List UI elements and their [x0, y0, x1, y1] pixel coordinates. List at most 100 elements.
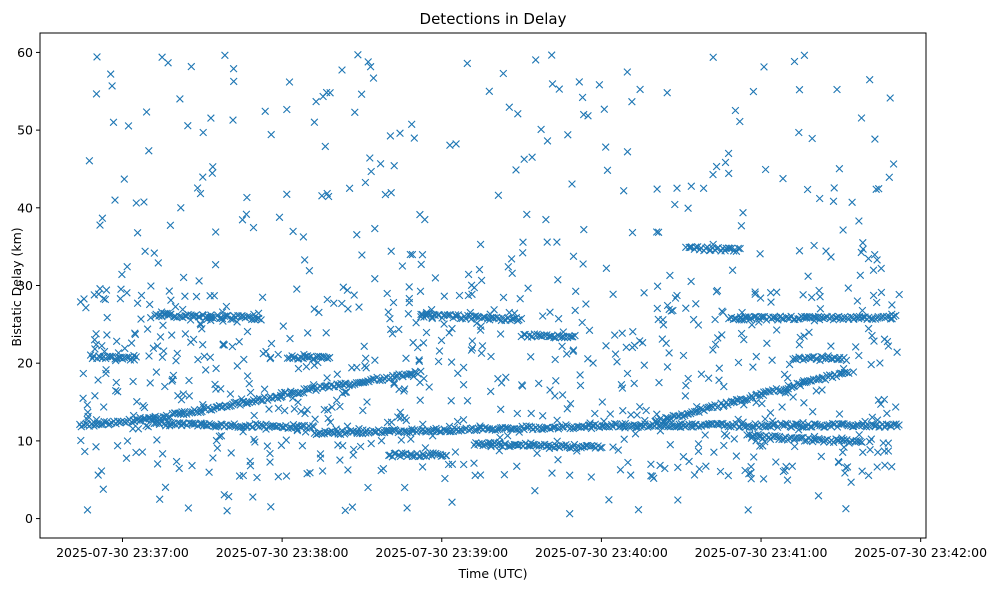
data-point-clutter — [267, 339, 276, 348]
data-point-clutter — [320, 405, 329, 414]
data-point-clutter — [640, 361, 649, 369]
data-point-clutter — [582, 300, 590, 308]
data-point-clutter — [383, 289, 391, 298]
data-point-clutter — [222, 302, 231, 311]
data-point-clutter — [137, 315, 145, 323]
data-point-clutter — [779, 467, 788, 476]
data-point-clutter — [734, 415, 742, 424]
data-point-clutter — [697, 370, 706, 378]
data-point-band-10-mid — [598, 443, 606, 452]
data-point-clutter — [319, 92, 327, 101]
data-point-clutter — [459, 363, 468, 372]
data-point-rising-track-3 — [823, 371, 831, 380]
data-point-clutter — [108, 82, 116, 90]
data-point-track-b — [165, 421, 174, 430]
data-point-track-d — [855, 421, 863, 430]
data-point-band-10-late — [829, 438, 838, 447]
data-point-clutter — [790, 57, 799, 66]
data-point-clutter — [713, 334, 722, 342]
data-point-clutter — [243, 399, 251, 408]
data-point-clutter — [622, 343, 631, 352]
data-point-clutter — [767, 298, 775, 306]
data-point-track-d — [724, 422, 733, 431]
data-point-clutter — [157, 308, 166, 316]
data-point-track-c — [610, 419, 619, 428]
data-point-clutter — [297, 407, 305, 416]
data-point-clutter — [111, 356, 120, 365]
data-point-clutter — [404, 310, 413, 318]
data-point-clutter — [485, 87, 494, 96]
data-point-clutter — [451, 448, 460, 456]
data-point-clutter — [387, 247, 395, 255]
data-point-clutter — [149, 344, 158, 352]
data-point-clutter — [768, 356, 776, 364]
data-point-clutter — [459, 460, 468, 469]
data-point-clutter — [181, 330, 190, 338]
data-point-clutter — [306, 468, 314, 477]
data-point-clutter — [293, 426, 302, 435]
data-point-clutter — [609, 290, 617, 299]
data-point-clutter — [857, 114, 866, 122]
data-point-clutter — [209, 163, 217, 171]
data-point-track-d — [717, 419, 725, 428]
data-point-clutter — [422, 308, 431, 317]
data-point-clutter — [565, 471, 574, 479]
data-point-clutter — [211, 380, 219, 389]
data-point-clutter — [283, 105, 291, 114]
data-point-clutter — [635, 337, 644, 345]
data-point-clutter — [416, 396, 424, 404]
data-point-clutter — [800, 51, 809, 60]
data-point-clutter — [172, 457, 181, 466]
data-point-clutter — [739, 418, 747, 426]
data-point-clutter — [293, 285, 301, 293]
data-point-clutter — [466, 308, 475, 317]
data-point-band-26-mid — [451, 311, 460, 319]
data-point-clutter — [376, 160, 385, 168]
data-point-clutter — [218, 308, 227, 316]
data-point-clutter — [519, 238, 527, 246]
data-point-clutter — [724, 471, 733, 480]
data-point-clutter — [419, 339, 428, 347]
data-point-clutter — [838, 434, 846, 442]
data-point-clutter — [633, 411, 641, 419]
data-point-clutter — [341, 388, 349, 397]
y-tick-label: 60 — [17, 45, 33, 60]
data-point-clutter — [796, 333, 805, 342]
data-point-clutter — [229, 64, 238, 73]
data-point-band-20-late — [789, 355, 797, 363]
data-point-clutter — [406, 250, 415, 259]
data-point-clutter — [709, 240, 717, 249]
data-point-clutter — [444, 460, 453, 469]
data-point-clutter — [260, 385, 269, 393]
data-point-rising-track-2 — [376, 376, 384, 385]
data-point-clutter — [533, 449, 541, 458]
data-point-clutter — [421, 444, 430, 452]
data-point-band-10-mid — [479, 441, 487, 450]
data-point-clutter — [335, 381, 344, 389]
data-point-clutter — [674, 463, 682, 472]
data-point-clutter — [487, 441, 495, 449]
data-point-clutter — [187, 338, 195, 346]
data-point-clutter — [383, 426, 392, 435]
data-point-clutter — [323, 295, 332, 304]
data-point-track-c — [326, 428, 334, 436]
data-point-clutter — [315, 308, 323, 317]
data-point-clutter — [569, 346, 578, 354]
data-point-clutter — [799, 377, 808, 385]
data-point-clutter — [855, 217, 863, 225]
data-point-clutter — [123, 437, 132, 445]
data-point-clutter — [83, 401, 92, 409]
data-point-clutter — [867, 435, 876, 443]
data-point-clutter — [720, 382, 728, 391]
data-point-clutter — [448, 324, 456, 333]
data-point-clutter — [866, 445, 874, 454]
data-point-clutter — [772, 288, 781, 296]
data-point-clutter — [386, 132, 395, 140]
data-point-band-8-mid — [442, 451, 451, 460]
data-point-clutter — [83, 415, 91, 424]
data-point-clutter — [199, 128, 207, 137]
data-point-clutter — [112, 378, 121, 387]
data-point-clutter — [425, 383, 433, 391]
data-point-clutter — [684, 374, 692, 383]
data-point-track-a — [106, 420, 114, 428]
